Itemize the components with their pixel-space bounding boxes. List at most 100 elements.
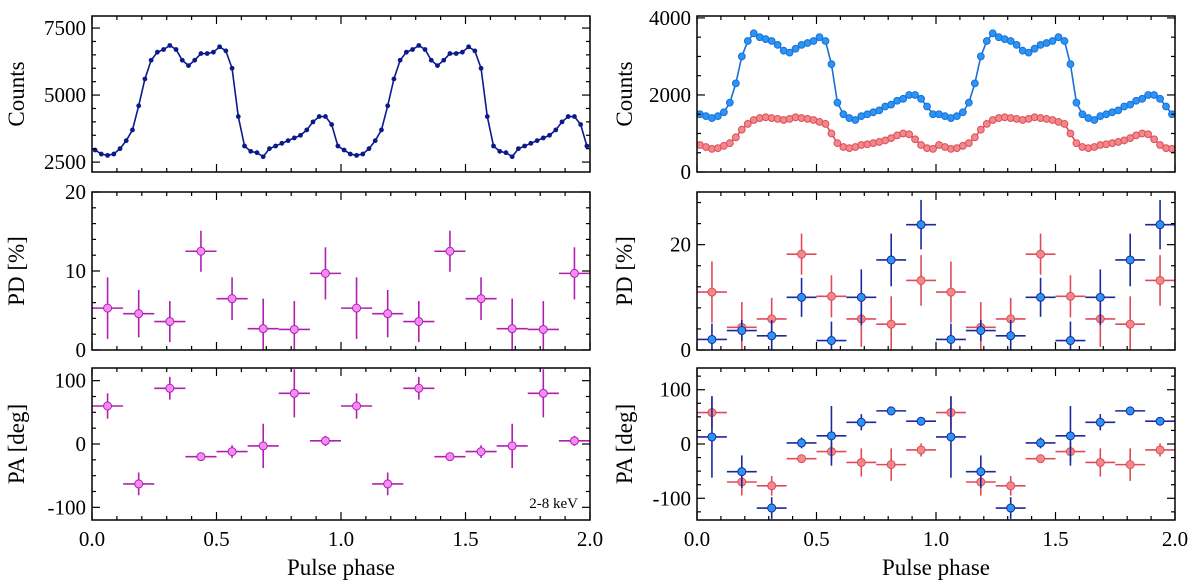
y-tick-label: 0 [681, 160, 692, 184]
x-tick-label: 1.0 [328, 527, 354, 551]
data-point-red [916, 445, 926, 455]
data-point-2-8 keV [397, 57, 403, 63]
y-tick-label: 100 [660, 378, 692, 402]
data-point-red [767, 481, 777, 491]
data-point-2-8 keV [466, 44, 472, 50]
y-tick-label: 0 [76, 432, 87, 456]
data-point-red [1155, 275, 1165, 285]
plot-area [697, 29, 1175, 153]
data-point-blue [737, 326, 747, 336]
data-point-2-8 keV [123, 138, 129, 144]
x-tick-label: 2.0 [1162, 527, 1188, 551]
data-point-2-8 keV [291, 135, 297, 141]
data-point-blue [1150, 91, 1158, 99]
data-point-2-8 keV [204, 51, 210, 56]
data-point-blue [1036, 292, 1046, 302]
data-point-blue [917, 94, 925, 103]
data-point-2-8 keV [445, 246, 455, 256]
data-point-2-8 keV [186, 63, 191, 68]
data-point-2-8 keV [547, 132, 552, 138]
data-point-blue [809, 37, 818, 45]
data-point-blue [1024, 48, 1033, 57]
data-point-2-8 keV [217, 44, 223, 50]
data-point-red [826, 291, 836, 301]
data-point-red [1155, 445, 1165, 455]
plot-area [92, 43, 590, 160]
data-point-blue [1048, 37, 1057, 45]
data-point-2-8 keV [258, 324, 268, 334]
data-point-blue [916, 416, 926, 426]
data-point-blue [731, 79, 740, 88]
panel-left-pa: -100 0 100 0.0 0.5 1.0 1.5 2.0 Pulse phase PA [de… [4, 367, 603, 580]
data-point-2-8 keV [352, 401, 362, 411]
data-point-blue [833, 98, 842, 107]
x-tick-label: 2.0 [577, 527, 603, 551]
data-point-2-8 keV [584, 143, 590, 149]
plot-area [697, 396, 1175, 519]
x-axis-label: Pulse phase [287, 555, 395, 580]
plot-area [92, 369, 590, 496]
data-point-2-8 keV [453, 51, 459, 56]
data-point-blue [887, 100, 896, 109]
data-point-2-8 keV [447, 51, 453, 56]
data-point-2-8 keV [385, 103, 391, 109]
data-point-2-8 keV [320, 436, 330, 446]
y-tick-label: 0 [681, 432, 692, 456]
data-point-2-8 keV [476, 294, 486, 304]
data-point-red [1072, 139, 1081, 148]
data-point-blue [1125, 255, 1135, 265]
data-point-2-8 keV [173, 47, 179, 52]
data-point-2-8 keV [445, 452, 455, 462]
data-point-2-8 keV [435, 63, 440, 68]
data-point-blue [1036, 438, 1046, 448]
data-point-blue [856, 292, 866, 302]
y-axis-label: Counts [612, 61, 637, 126]
data-point-2-8 keV [509, 154, 515, 160]
data-point-2-8 keV [507, 441, 517, 451]
data-point-blue [1138, 94, 1147, 103]
data-point-red [707, 287, 717, 297]
data-point-blue [826, 431, 836, 441]
data-point-2-8 keV [459, 49, 465, 55]
data-point-red [886, 319, 896, 329]
data-point-blue [719, 108, 728, 117]
data-point-red [1036, 454, 1046, 464]
panel-left-counts: 2500 5000 7500 Counts [4, 15, 591, 174]
data-point-blue [725, 98, 734, 107]
panel-left-pd: 0 10 20 PD [%] [4, 180, 591, 362]
data-point-2-8 keV [354, 152, 359, 158]
data-point-2-8 keV [569, 268, 579, 278]
data-point-blue [707, 334, 717, 344]
data-point-2-8 keV [198, 51, 204, 56]
data-point-2-8 keV [229, 65, 235, 71]
data-point-blue [749, 29, 758, 38]
data-point-2-8 keV [476, 447, 486, 457]
data-point-blue [856, 417, 866, 427]
data-point-blue [970, 79, 979, 88]
data-point-2-8 keV [414, 383, 424, 393]
data-point-blue [976, 467, 986, 477]
data-point-2-8 keV [223, 48, 229, 54]
x-tick-label: 0.0 [684, 527, 710, 551]
data-point-2-8 keV [298, 132, 303, 138]
data-point-2-8 keV [538, 324, 548, 334]
data-point-blue [714, 112, 722, 121]
data-point-2-8 keV [472, 48, 478, 54]
data-point-red [827, 129, 836, 138]
data-point-2-8 keV [227, 294, 237, 304]
data-point-blue [923, 102, 931, 111]
data-point-2-8 keV [192, 57, 198, 63]
data-point-blue [1012, 40, 1021, 49]
y-axis-label: Counts [4, 61, 29, 126]
data-point-2-8 keV [258, 441, 268, 451]
y-tick-label: 0 [681, 338, 692, 362]
data-point-2-8 keV [289, 388, 299, 398]
data-point-2-8 keV [285, 138, 291, 144]
data-point-2-8 keV [383, 309, 393, 319]
data-point-blue [988, 29, 997, 38]
data-point-red [929, 144, 937, 153]
data-point-blue [767, 37, 776, 45]
y-tick-label: 2500 [44, 150, 86, 174]
data-point-2-8 keV [248, 148, 254, 154]
